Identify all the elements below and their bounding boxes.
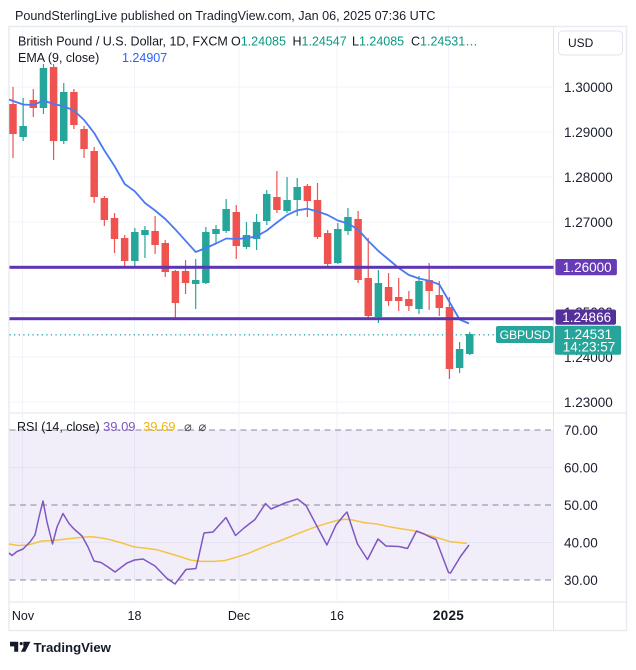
svg-text:RSI (14, close): RSI (14, close) bbox=[17, 420, 100, 434]
svg-text:Nov: Nov bbox=[12, 609, 35, 623]
svg-text:⌀: ⌀ bbox=[184, 419, 192, 434]
svg-text:1.24907: 1.24907 bbox=[122, 51, 167, 65]
svg-text:Dec: Dec bbox=[228, 609, 250, 623]
svg-text:L1.24085: L1.24085 bbox=[352, 35, 404, 49]
svg-text:TradingView: TradingView bbox=[34, 640, 112, 655]
svg-text:60.00: 60.00 bbox=[564, 461, 598, 476]
svg-text:1.24531: 1.24531 bbox=[563, 327, 612, 342]
svg-text:PoundSterlingLive published on: PoundSterlingLive published on TradingVi… bbox=[15, 9, 436, 23]
svg-text:H1.24547: H1.24547 bbox=[293, 35, 347, 49]
svg-text:39.09: 39.09 bbox=[103, 419, 136, 434]
svg-text:18: 18 bbox=[128, 609, 142, 623]
svg-text:16: 16 bbox=[330, 609, 344, 623]
svg-text:EMA (9, close): EMA (9, close) bbox=[18, 51, 99, 65]
svg-text:50.00: 50.00 bbox=[564, 498, 598, 513]
svg-text:GBPUSD: GBPUSD bbox=[500, 328, 551, 342]
svg-text:1.23000: 1.23000 bbox=[564, 395, 613, 410]
svg-text:British Pound / U.S. Dollar, 1: British Pound / U.S. Dollar, 1D, FXCM bbox=[18, 35, 228, 49]
svg-text:⌀: ⌀ bbox=[199, 419, 207, 434]
svg-text:30.00: 30.00 bbox=[564, 573, 598, 588]
svg-text:O1.24085: O1.24085 bbox=[231, 35, 286, 49]
svg-text:C1.24531…: C1.24531… bbox=[411, 35, 478, 49]
svg-text:70.00: 70.00 bbox=[564, 423, 598, 438]
svg-text:1.29000: 1.29000 bbox=[564, 125, 613, 140]
svg-text:1.27000: 1.27000 bbox=[564, 215, 613, 230]
svg-text:14:23:57: 14:23:57 bbox=[563, 340, 616, 355]
svg-text:1.30000: 1.30000 bbox=[564, 80, 613, 95]
svg-text:1.24866: 1.24866 bbox=[562, 310, 611, 325]
svg-text:1.26000: 1.26000 bbox=[563, 260, 612, 275]
svg-text:2025: 2025 bbox=[433, 608, 464, 623]
svg-text:40.00: 40.00 bbox=[564, 536, 598, 551]
svg-text:1.28000: 1.28000 bbox=[564, 170, 613, 185]
svg-text:39.69: 39.69 bbox=[143, 419, 176, 434]
svg-text:USD: USD bbox=[568, 36, 594, 50]
